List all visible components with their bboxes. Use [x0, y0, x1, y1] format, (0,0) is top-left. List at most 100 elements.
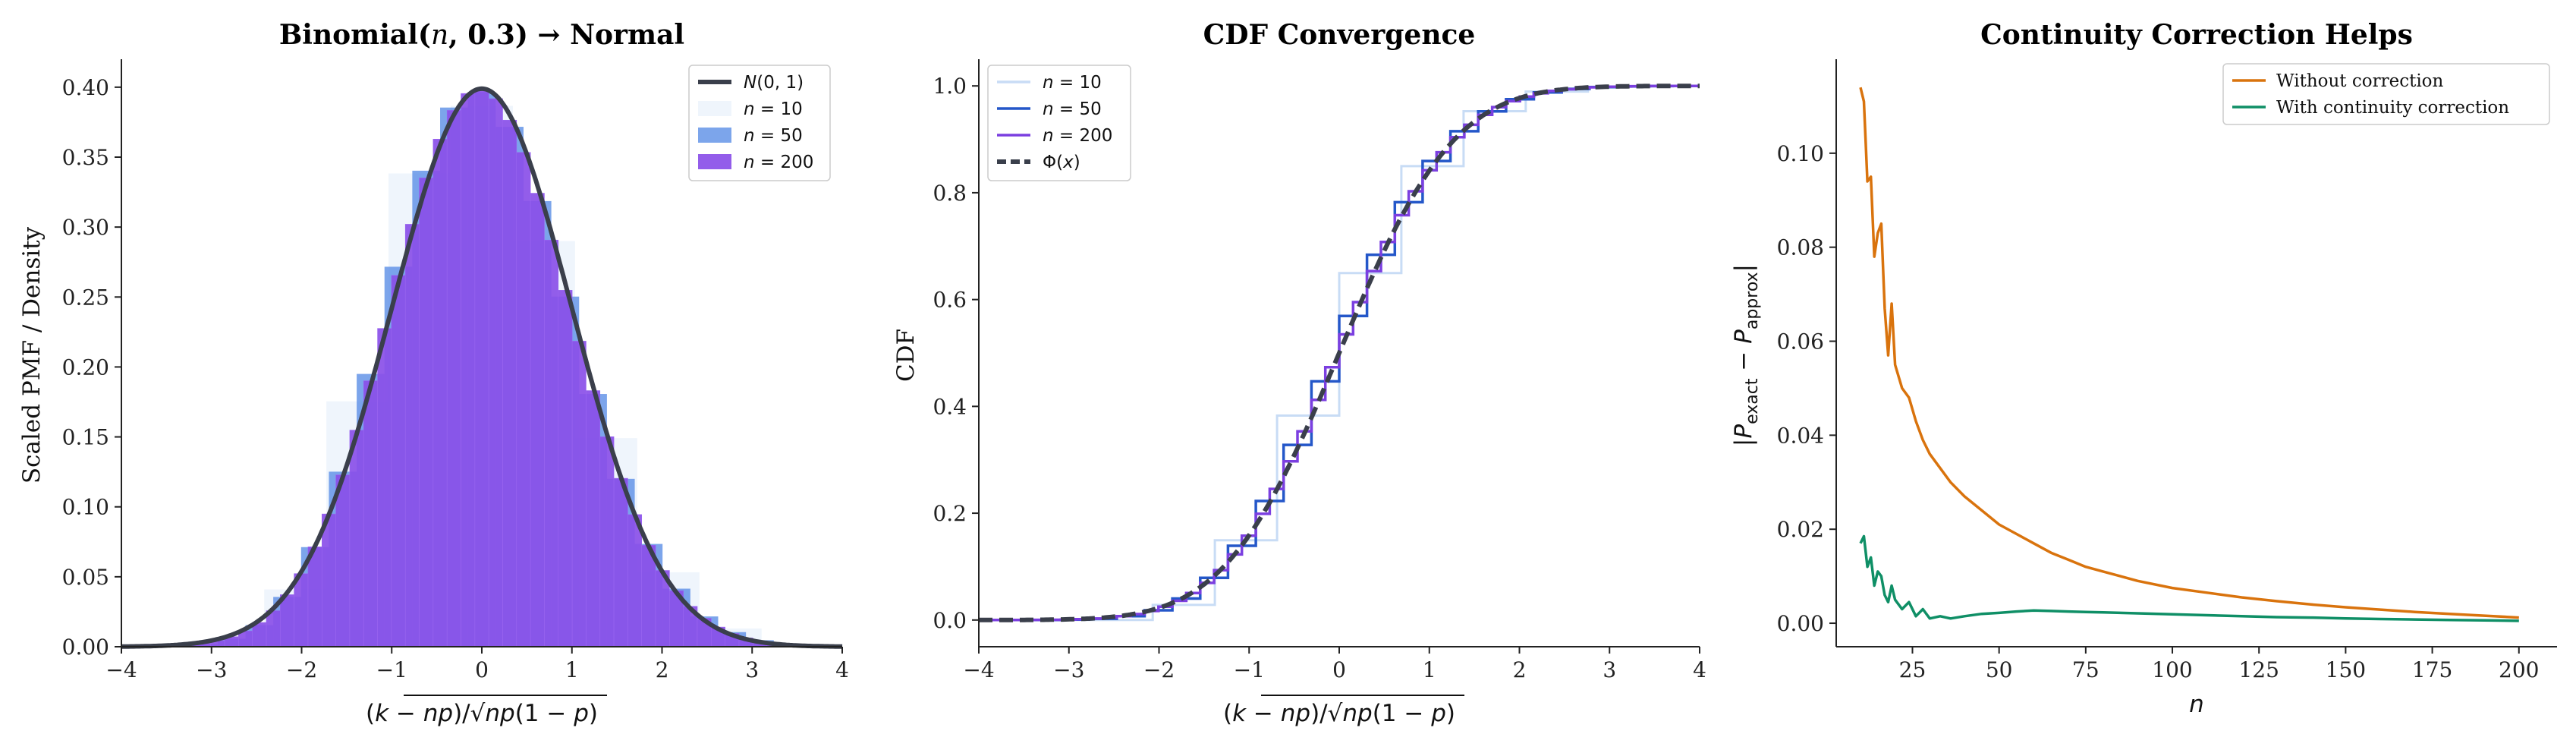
legend-swatch [698, 128, 731, 143]
panel1-x-ticks: −4 −3 −2 −1 0 1 2 3 4 [105, 647, 849, 682]
x-tick-label: −2 [1143, 657, 1175, 682]
legend-label: n = 200 [744, 153, 813, 172]
y-tick-label: 0.35 [62, 145, 109, 170]
y-tick-label: 0.2 [933, 501, 967, 526]
y-tick-label: 0.25 [62, 285, 109, 310]
pmf-bar-n200 [599, 436, 615, 647]
y-tick-label: 0.00 [62, 635, 109, 660]
panel2-legend: n = 10 n = 50 n = 200 Φ(x) [987, 65, 1131, 181]
panel1-ylabel: Scaled PMF / Density [18, 226, 46, 484]
panel3-xlabel: n [2189, 691, 2204, 718]
legend-label: Without correction [2276, 71, 2444, 91]
normal-cdf-dashed [979, 83, 1700, 622]
pmf-bar-n200 [488, 98, 503, 647]
y-tick-label: 1.0 [933, 74, 967, 99]
x-tick-label: −3 [1053, 657, 1084, 682]
panel1-bars [168, 89, 830, 647]
legend-label: n = 200 [1043, 126, 1112, 146]
pmf-bar-n200 [432, 138, 448, 647]
panel3-title: Continuity Correction Helps [1980, 19, 2413, 51]
y-tick-label: 0.00 [1777, 611, 1824, 636]
legend-box [688, 65, 831, 181]
error-line-with-correction [1859, 534, 2519, 622]
x-tick-label: 50 [1986, 657, 2013, 682]
pmf-bar-n200 [571, 341, 587, 647]
normal-density-curve [121, 86, 843, 649]
panel1-legend: N(0, 1) n = 10 n = 50 n = 200 [688, 65, 831, 181]
y-tick-label: 0.10 [1777, 141, 1824, 166]
legend-label: n = 50 [744, 126, 803, 146]
x-tick-label: −4 [963, 657, 994, 682]
x-tick-label: −2 [286, 657, 317, 682]
y-tick-label: 0.40 [62, 75, 109, 100]
y-tick-label: 0.10 [62, 495, 109, 520]
pmf-bar-n200 [627, 514, 643, 647]
pmf-bar-n200 [266, 610, 281, 647]
pmf-bar-n200 [321, 513, 336, 647]
x-tick-label: 4 [1693, 657, 1706, 682]
pmf-bar-n200 [558, 290, 573, 647]
panel2-x-ticks: −4 −3 −2 −1 0 1 2 3 4 [963, 647, 1706, 682]
panel3-x-ticks: 25 50 75 100 125 150 175 200 [1899, 647, 2539, 682]
x-tick-label: 100 [2152, 657, 2192, 682]
panel3-lines [1859, 87, 2519, 622]
y-tick-label: 0.4 [933, 394, 967, 419]
x-tick-label: 2 [1513, 657, 1527, 682]
panel2-title: CDF Convergence [1203, 19, 1476, 51]
pmf-bar-n200 [461, 93, 476, 647]
y-tick-label: 0.06 [1777, 329, 1824, 354]
y-tick-label: 0.04 [1777, 423, 1824, 448]
x-tick-label: 3 [1603, 657, 1616, 682]
error-line-without-correction [1859, 87, 2519, 619]
panel1-title: Binomial(n, 0.3) → Normal [279, 19, 684, 51]
y-tick-label: 0.15 [62, 425, 109, 450]
panel3-legend: Without correction With continuity correc… [2222, 63, 2550, 125]
pmf-bar-n200 [530, 193, 545, 647]
panel-binomial-normal: Binomial(n, 0.3) → Normal −4 −3 −2 −1 0 1 2 3 4 … [18, 19, 849, 727]
x-tick-label: 1 [565, 657, 579, 682]
pmf-bar-n200 [391, 275, 406, 647]
panel3-y-ticks: 0.00 0.02 0.04 0.06 0.08 0.10 [1777, 141, 1836, 636]
x-tick-label: 2 [656, 657, 669, 682]
pmf-bar-n200 [307, 547, 322, 647]
panel3-ylabel: |Pexact − Papprox| [1730, 264, 1762, 446]
x-tick-label: 125 [2238, 657, 2279, 682]
pmf-bar-n200 [474, 89, 489, 647]
legend-label: With continuity correction [2276, 98, 2509, 118]
x-tick-label: 150 [2326, 657, 2366, 682]
legend-label: n = 10 [744, 99, 803, 119]
panel2-xlabel: (k − np)/√np(1 − p) [1223, 700, 1455, 727]
legend-label: Φ(x) [1043, 153, 1080, 172]
x-tick-label: 0 [475, 657, 489, 682]
legend-box [2222, 63, 2550, 125]
legend-box [987, 65, 1131, 181]
panel-cdf-convergence: CDF Convergence −4 −3 −2 −1 0 1 2 3 4 0.0 0.2 0.4 0… [892, 19, 1706, 727]
x-tick-label: 0 [1332, 657, 1346, 682]
x-tick-label: 1 [1423, 657, 1436, 682]
pmf-bar-n200 [335, 474, 351, 647]
pmf-bar-n200 [516, 152, 531, 647]
y-tick-label: 0.8 [933, 181, 967, 206]
pmf-bar-n200 [419, 178, 434, 647]
pmf-bar-n200 [613, 477, 628, 647]
panel2-ylabel: CDF [892, 329, 920, 382]
legend-label: N(0, 1) [744, 73, 804, 93]
x-tick-label: 175 [2412, 657, 2452, 682]
y-tick-label: 0.02 [1777, 517, 1824, 542]
y-tick-label: 0.08 [1777, 235, 1824, 260]
pmf-bar-n200 [377, 328, 392, 647]
legend-label: n = 10 [1043, 73, 1102, 93]
x-tick-label: −1 [1234, 657, 1265, 682]
x-tick-label: −1 [376, 657, 407, 682]
x-tick-label: −3 [196, 657, 227, 682]
pmf-bar-n200 [446, 110, 461, 647]
x-tick-label: 4 [835, 657, 849, 682]
pmf-bar-n200 [280, 594, 294, 647]
x-tick-label: −4 [105, 657, 137, 682]
pmf-bar-n200 [502, 119, 517, 647]
panel2-lines [979, 83, 1700, 622]
x-tick-label: 25 [1899, 657, 1926, 682]
y-tick-label: 0.0 [933, 608, 967, 633]
legend-swatch [698, 101, 731, 116]
